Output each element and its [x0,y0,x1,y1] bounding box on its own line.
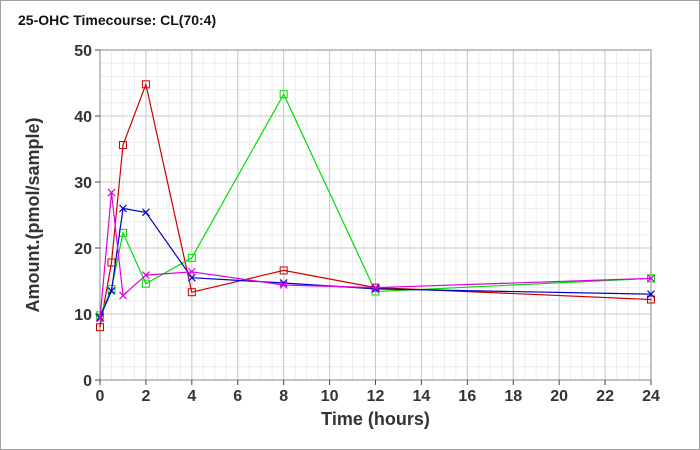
data-point [96,314,104,323]
x-tick-label: 16 [458,388,476,405]
x-tick-label: 12 [367,388,385,405]
x-tick-label: 0 [96,388,105,405]
data-point [187,267,196,276]
x-tick-label: 14 [413,388,431,405]
x-tick-label: 6 [233,388,242,405]
y-tick-label: 0 [83,373,92,390]
data-point [647,274,655,283]
series-layer [96,80,655,332]
data-point [279,281,288,289]
series-2 [96,204,655,322]
x-tick-label: 10 [321,388,339,405]
x-tick-label: 8 [279,388,288,405]
data-point [107,286,116,295]
data-point [107,188,116,197]
data-point [279,266,288,275]
x-tick-label: 22 [596,388,614,405]
data-point [647,290,655,299]
y-axis-title: Amount.(pmol/sample) [23,117,43,312]
y-tick-label: 30 [74,175,92,192]
data-point [96,323,104,332]
x-axis-title: Time (hours) [321,409,430,429]
data-point [119,204,127,213]
data-point [371,284,380,293]
x-tick-label: 20 [550,388,568,405]
data-point [141,271,150,279]
data-point [187,253,196,262]
data-point [371,283,380,292]
series-line [99,207,652,318]
data-point [118,141,127,150]
y-tick-label: 50 [74,43,92,60]
x-tick-label: 4 [187,388,196,405]
data-point [119,291,127,300]
data-point [647,295,655,304]
data-point [141,279,150,288]
y-tick-label: 10 [74,307,92,324]
x-tick-label: 24 [642,388,660,405]
data-point [141,80,150,89]
data-point [141,208,150,217]
data-point [279,90,288,99]
series-line [99,192,652,319]
series-3 [96,188,655,323]
chart-title: 25-OHC Timecourse: CL(70:4) [18,12,217,28]
y-tick-label: 20 [74,241,92,258]
major-grid [99,49,652,381]
y-tick-label: 40 [74,109,92,126]
data-point [187,288,196,297]
x-tick-label: 18 [504,388,522,405]
x-tick-label: 2 [141,388,150,405]
series-line [99,82,652,328]
data-point [187,273,196,282]
